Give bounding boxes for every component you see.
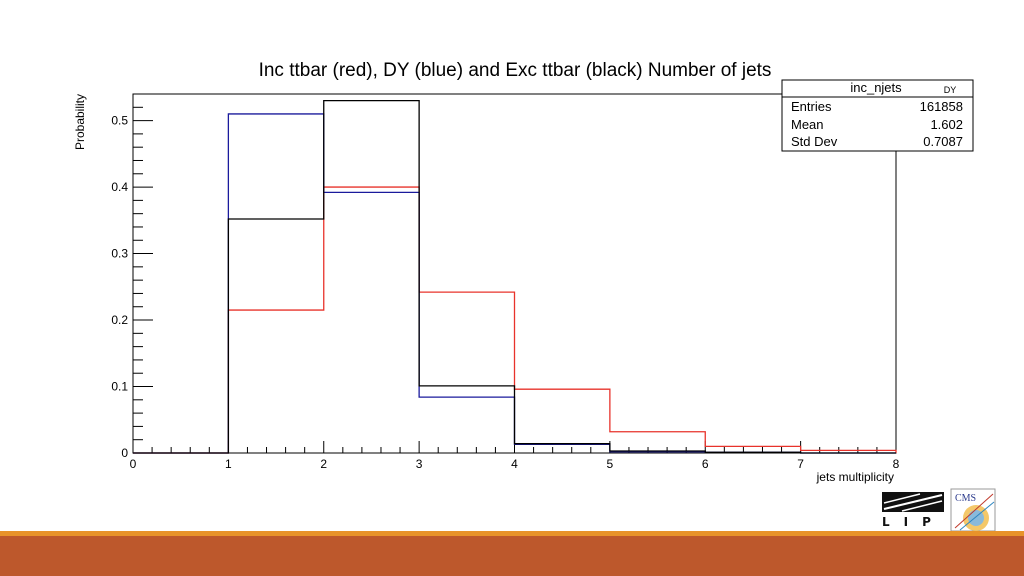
y-tick-label: 0.5 — [111, 114, 128, 128]
y-tick-label: 0.1 — [111, 380, 128, 394]
x-tick-label: 1 — [225, 457, 232, 471]
stats-box-frame — [781, 79, 974, 152]
x-tick-label: 4 — [511, 457, 518, 471]
stats-value-mean: 1.602 — [930, 117, 963, 132]
histogram-chart: Inc ttbar (red), DY (blue) and Exc ttbar… — [73, 60, 974, 484]
y-tick-label: 0.3 — [111, 247, 128, 261]
x-tick-label: 8 — [893, 457, 900, 471]
x-tick-label: 0 — [130, 457, 137, 471]
y-tick-label: 0 — [121, 446, 128, 460]
cms-logo-graphic: CMS — [950, 488, 996, 532]
histogram-series-2 — [133, 99, 896, 454]
stats-label-stddev: Std Dev — [791, 134, 838, 149]
stats-value-entries: 161858 — [920, 99, 963, 114]
y-tick-label: 0.4 — [111, 180, 128, 194]
stats-box: inc_njets DY Entries 161858 Mean 1.602 S… — [781, 79, 974, 152]
footer-accent-line — [0, 531, 1024, 536]
series-layer — [133, 99, 897, 454]
chart-title: Inc ttbar (red), DY (blue) and Exc ttbar… — [259, 60, 772, 81]
stats-label-mean: Mean — [791, 117, 824, 132]
x-tick-label: 7 — [797, 457, 804, 471]
lip-logo-graphic — [882, 492, 944, 512]
stats-box-name: inc_njets — [850, 80, 902, 95]
footer-band — [0, 536, 1024, 576]
axes: 0 1 2 3 4 5 6 7 8 0 0.1 0.2 0.3 0.4 0.5 — [111, 93, 900, 471]
lip-logo-text: LIP — [882, 515, 945, 529]
cms-logo-text: CMS — [955, 493, 976, 504]
x-tick-label: 5 — [607, 457, 614, 471]
x-tick-label: 2 — [320, 457, 327, 471]
x-axis-label: jets multiplicity — [816, 470, 894, 484]
x-tick-label: 3 — [416, 457, 423, 471]
lip-logo: LIP — [880, 490, 946, 530]
stats-box-sub: DY — [944, 85, 957, 95]
logos: LIP CMS — [880, 488, 1000, 532]
cms-logo: CMS — [950, 488, 996, 532]
stats-label-entries: Entries — [791, 99, 832, 114]
x-tick-label: 6 — [702, 457, 709, 471]
y-axis-label: Probability — [73, 94, 87, 150]
y-tick-label: 0.2 — [111, 313, 128, 327]
stats-value-stddev: 0.7087 — [923, 134, 963, 149]
